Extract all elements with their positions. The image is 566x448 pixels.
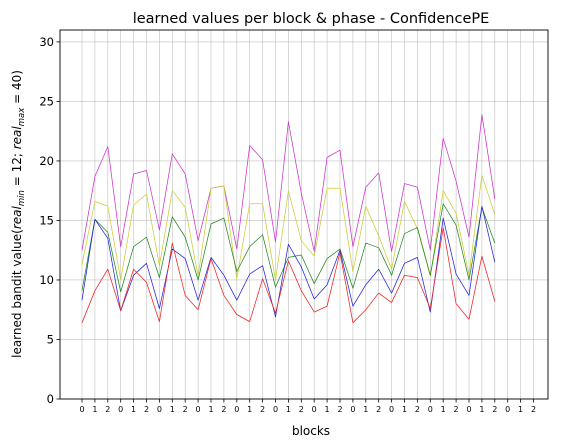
x-tick-label: 0 [505, 405, 510, 414]
x-tick-label: 2 [492, 405, 497, 414]
x-tick-label: 1 [170, 405, 175, 414]
x-tick-label: 1 [518, 405, 523, 414]
x-tick-label: 2 [415, 405, 420, 414]
y-tick-label: 30 [39, 35, 54, 49]
x-tick-label: 1 [325, 405, 330, 414]
x-tick-label: 0 [273, 405, 278, 414]
x-tick-label: 2 [221, 405, 226, 414]
x-tick-label: 1 [286, 405, 291, 414]
plot-frame [59, 29, 549, 400]
x-tick-label: 0 [118, 405, 123, 414]
x-tick-label: 0 [196, 405, 201, 414]
x-tick-label: 1 [208, 405, 213, 414]
y-axis-label-main: learned bandit value [10, 234, 24, 358]
x-tick-label: 1 [92, 405, 97, 414]
series-line-1 [81, 114, 496, 252]
series-line-5 [81, 227, 496, 324]
grid [60, 30, 548, 400]
x-tick-label: 1 [441, 405, 446, 414]
x-tick-label: 2 [531, 405, 536, 414]
y-axis-label: learned bandit value(realmin = 12; realm… [10, 70, 27, 358]
y-axis-ticks: 0 5 10 15 20 25 30 [39, 35, 60, 406]
x-tick-label: 2 [260, 405, 265, 414]
x-tick-label: 2 [299, 405, 304, 414]
x-tick-label: 2 [183, 405, 188, 414]
y-axis-label-max-term: real [10, 126, 24, 150]
x-tick-label: 2 [105, 405, 110, 414]
y-tick-label: 15 [39, 213, 54, 227]
y-axis-label-eq2: = 40) [10, 70, 24, 108]
x-tick-label: 0 [79, 405, 84, 414]
y-axis-label-eq1: = 12; [10, 149, 24, 190]
x-tick-label: 0 [389, 405, 394, 414]
y-axis-label-open: ( [10, 229, 24, 234]
x-tick-label: 2 [144, 405, 149, 414]
x-tick-label: 0 [157, 405, 162, 414]
x-tick-label: 2 [337, 405, 342, 414]
y-tick-label: 10 [39, 273, 54, 287]
chart-title: learned values per block & phase - Confi… [133, 11, 490, 27]
y-tick-label: 20 [39, 154, 54, 168]
x-tick-label: 2 [454, 405, 459, 414]
y-axis-label-max-sub: max [17, 107, 27, 126]
y-axis-label-min-sub: min [17, 190, 27, 206]
series-line-4 [81, 205, 496, 318]
x-tick-label: 0 [312, 405, 317, 414]
y-tick-label: 5 [47, 332, 54, 346]
series-line-3 [81, 203, 496, 293]
x-tick-label: 0 [350, 405, 355, 414]
x-tick-label: 0 [428, 405, 433, 414]
x-axis-label: blocks [292, 424, 330, 438]
x-tick-label: 1 [247, 405, 252, 414]
x-tick-label: 2 [376, 405, 381, 414]
x-tick-label: 1 [131, 405, 136, 414]
y-tick-label: 25 [39, 94, 54, 108]
x-tick-label: 0 [466, 405, 471, 414]
x-tick-label: 1 [363, 405, 368, 414]
series-lines [81, 114, 496, 324]
x-tick-label: 1 [479, 405, 484, 414]
y-tick-label: 0 [47, 392, 54, 406]
x-tick-label: 0 [234, 405, 239, 414]
x-tick-label: 1 [402, 405, 407, 414]
y-axis-label-min-term: real [10, 205, 24, 229]
